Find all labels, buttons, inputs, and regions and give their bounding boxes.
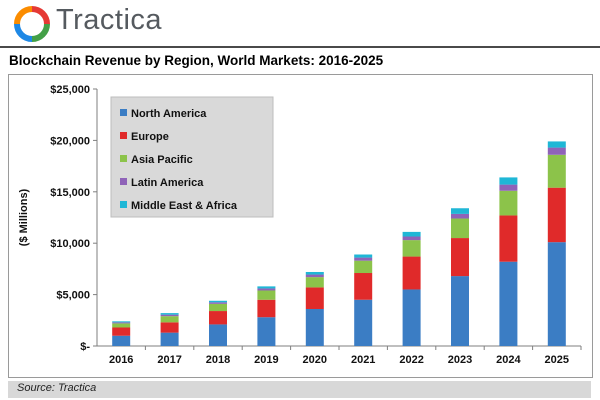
header-rule	[0, 46, 600, 48]
y-tick-label: $25,000	[50, 84, 90, 96]
bar-segment	[547, 141, 566, 148]
bar-segment	[499, 177, 518, 185]
bar-segment	[209, 324, 227, 346]
bar-segment	[112, 323, 131, 328]
brand-name: Tractica	[56, 4, 163, 36]
legend-label: Latin America	[131, 177, 204, 189]
bar-segment	[257, 299, 276, 318]
bar-segment	[209, 302, 227, 304]
x-tick-label: 2017	[157, 354, 181, 366]
bar-segment	[257, 288, 276, 291]
legend-label: North America	[131, 108, 207, 120]
bar-segment	[257, 317, 276, 346]
bar-segment	[402, 236, 421, 241]
legend-label: Europe	[131, 131, 169, 143]
x-tick-label: 2016	[109, 354, 133, 366]
y-tick-label: $20,000	[50, 135, 90, 147]
tractica-logo-icon	[14, 6, 50, 42]
bar-segment	[305, 277, 324, 288]
legend-label: Middle East & Africa	[131, 200, 238, 212]
bar-segment	[402, 289, 421, 346]
bar-segment	[305, 274, 324, 278]
bar-segment	[451, 218, 469, 239]
y-tick-label: $10,000	[50, 238, 90, 250]
bar-segment	[305, 271, 324, 275]
bar-segment	[354, 257, 373, 261]
bar-segment	[209, 303, 227, 312]
header: Tractica	[0, 0, 600, 48]
x-tick-label: 2019	[254, 354, 278, 366]
bar-segment	[451, 238, 469, 277]
x-tick-label: 2020	[303, 354, 327, 366]
y-tick-label: $-	[80, 341, 90, 353]
legend-swatch	[120, 109, 127, 116]
x-tick-label: 2021	[351, 354, 375, 366]
bar-segment	[499, 215, 518, 262]
bar-segment	[354, 260, 373, 274]
x-tick-label: 2018	[206, 354, 230, 366]
bar-segment	[354, 299, 373, 346]
bar-segment	[547, 187, 566, 243]
bar-segment	[257, 286, 276, 289]
bar-segment	[402, 240, 421, 257]
footer-bar: Source: Tractica	[8, 381, 591, 398]
bar-segment	[354, 254, 373, 258]
bar-segment	[160, 332, 179, 346]
x-tick-label: 2024	[496, 354, 521, 366]
bar-segment	[112, 327, 131, 336]
legend-swatch	[120, 178, 127, 185]
bar-segment	[160, 322, 179, 333]
chart-frame: $- $5,000 $10,000 $15,000 $20,000 $25,000 ($ M…	[8, 74, 593, 378]
legend-swatch	[120, 201, 127, 208]
bar-segment	[499, 261, 518, 346]
chart-title: Blockchain Revenue by Region, World Mark…	[9, 53, 384, 68]
bar-segment	[209, 300, 227, 303]
bar-segment	[402, 231, 421, 237]
bar-segment	[402, 256, 421, 290]
bar-segment	[305, 287, 324, 309]
bar-segment	[305, 308, 324, 346]
legend-box	[110, 96, 274, 218]
bar-segment	[112, 322, 131, 324]
bar-segment	[547, 154, 566, 188]
bar-segment	[354, 273, 373, 300]
bar-segment	[160, 313, 179, 315]
bar-segment	[547, 242, 566, 346]
x-tick-label: 2025	[545, 354, 569, 366]
legend-label: Asia Pacific	[131, 154, 193, 166]
y-tick-label: $15,000	[50, 187, 90, 199]
bar-segment	[160, 314, 179, 317]
source-note: Source: Tractica	[17, 382, 97, 394]
y-tick-label: $5,000	[56, 290, 90, 302]
x-tick-label: 2023	[448, 354, 472, 366]
bar-segment	[257, 290, 276, 300]
bar-segment	[499, 184, 518, 191]
bar-segment	[451, 276, 469, 346]
x-tick-label: 2022	[399, 354, 423, 366]
bar-segment	[160, 316, 179, 323]
bar-segment	[209, 311, 227, 325]
legend-swatch	[120, 155, 127, 162]
bar-segment	[547, 147, 566, 155]
bar-segment	[451, 213, 469, 219]
bar-segment	[499, 190, 518, 216]
bar-segment	[112, 321, 131, 323]
y-axis-title: ($ Millions)	[18, 188, 30, 246]
bar-segment	[112, 335, 131, 346]
bar-segment	[451, 208, 469, 214]
legend-swatch	[120, 132, 127, 139]
stacked-bar-chart: $- $5,000 $10,000 $15,000 $20,000 $25,000 ($ M…	[18, 84, 582, 366]
